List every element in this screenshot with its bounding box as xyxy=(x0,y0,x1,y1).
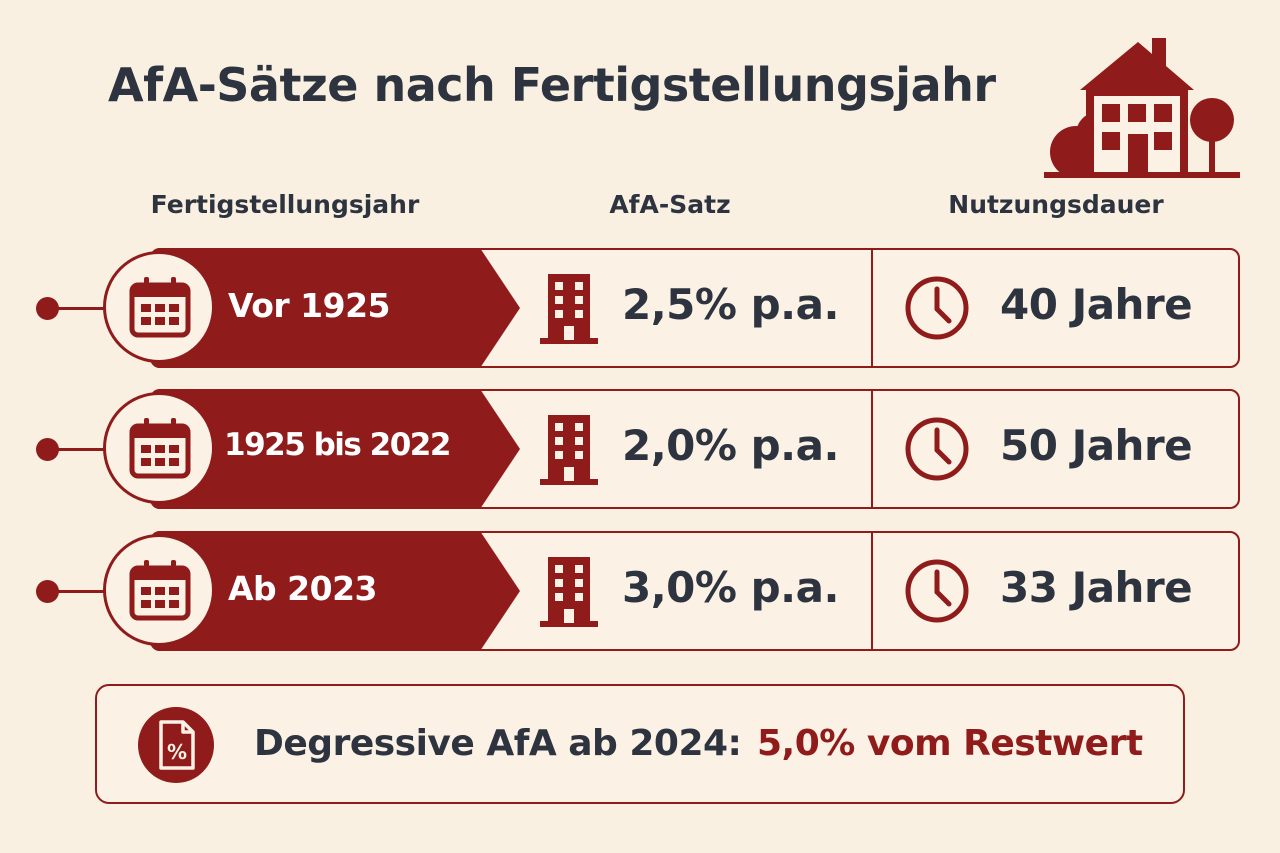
connector-dot xyxy=(36,297,59,320)
column-divider xyxy=(871,250,873,366)
connector-dot xyxy=(36,438,59,461)
rate-value: 2,0% p.a. xyxy=(622,421,839,470)
table-row: 1925 bis 2022 2,0% p.a. 50 Jahre xyxy=(0,389,1280,511)
calendar-icon xyxy=(129,560,191,621)
calendar-badge xyxy=(103,251,215,363)
degressive-note-box: % Degressive AfA ab 2024: 5,0% vom Restw… xyxy=(95,684,1185,804)
column-header-rate: AfA-Satz xyxy=(609,190,731,219)
calendar-icon xyxy=(129,277,191,338)
clock-icon xyxy=(905,559,969,623)
clock-icon xyxy=(905,276,969,340)
year-label: Vor 1925 xyxy=(228,286,391,325)
percent-document-icon: % xyxy=(138,707,214,783)
duration-value: 40 Jahre xyxy=(1000,280,1193,329)
building-icon xyxy=(540,274,598,344)
connector-line xyxy=(48,590,108,593)
house-icon xyxy=(1044,38,1240,178)
column-divider xyxy=(871,533,873,649)
column-header-year: Fertigstellungsjahr xyxy=(150,190,420,219)
table-row: Vor 1925 2,5% p.a. 40 Jahre xyxy=(0,248,1280,370)
calendar-badge xyxy=(103,534,215,646)
year-label: 1925 bis 2022 xyxy=(224,427,451,463)
calendar-icon xyxy=(129,418,191,479)
building-icon xyxy=(540,557,598,627)
page-title: AfA-Sätze nach Fertigstellungsjahr xyxy=(108,58,996,112)
svg-text:%: % xyxy=(167,740,187,764)
calendar-badge xyxy=(103,392,215,504)
connector-line xyxy=(48,307,108,310)
duration-value: 50 Jahre xyxy=(1000,421,1193,470)
note-value: 5,0% vom Restwert xyxy=(757,723,1143,764)
building-icon xyxy=(540,415,598,485)
column-divider xyxy=(871,391,873,507)
table-row: Ab 2023 3,0% p.a. 33 Jahre xyxy=(0,531,1280,653)
clock-icon xyxy=(905,417,969,481)
connector-line xyxy=(48,448,108,451)
column-header-duration: Nutzungsdauer xyxy=(948,190,1164,219)
year-label: Ab 2023 xyxy=(228,569,378,608)
duration-value: 33 Jahre xyxy=(1000,563,1193,612)
connector-dot xyxy=(36,580,59,603)
note-label: Degressive AfA ab 2024: xyxy=(254,723,742,764)
rate-value: 2,5% p.a. xyxy=(622,280,839,329)
rate-value: 3,0% p.a. xyxy=(622,563,839,612)
